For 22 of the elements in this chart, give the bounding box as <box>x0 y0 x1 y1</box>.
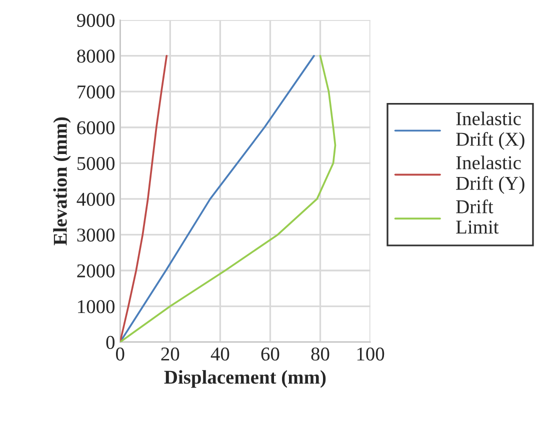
y-axis-title: Elevation (mm) <box>53 117 71 246</box>
legend-label: Inelastic Drift (Y) <box>456 156 524 194</box>
y-tick-label: 1000 <box>78 300 115 314</box>
y-tick-label: 5000 <box>78 156 115 170</box>
y-tick-label: 3000 <box>77 228 115 242</box>
y-tick-label: 8000 <box>77 50 115 63</box>
legend-label: Drift Limit <box>456 199 499 234</box>
x-tick-label: 40 <box>210 348 230 361</box>
y-tick-label: 4000 <box>76 192 115 206</box>
y-tick-label: 7000 <box>78 85 115 99</box>
x-tick-label: 100 <box>357 348 384 361</box>
y-tick-label: 9000 <box>76 14 115 27</box>
x-tick-label: 80 <box>311 348 330 361</box>
x-axis-title: Displacement (mm) <box>164 370 326 388</box>
y-tick-label: 6000 <box>77 121 115 134</box>
y-tick-label: 2000 <box>77 264 115 278</box>
x-tick-label: 20 <box>161 348 180 361</box>
legend-label: Inelastic Drift (X) <box>456 112 524 150</box>
x-tick-label: 0 <box>116 348 124 361</box>
y-tick-label: 0 <box>106 336 115 350</box>
x-tick-label: 60 <box>261 348 280 361</box>
line-series <box>120 54 168 342</box>
